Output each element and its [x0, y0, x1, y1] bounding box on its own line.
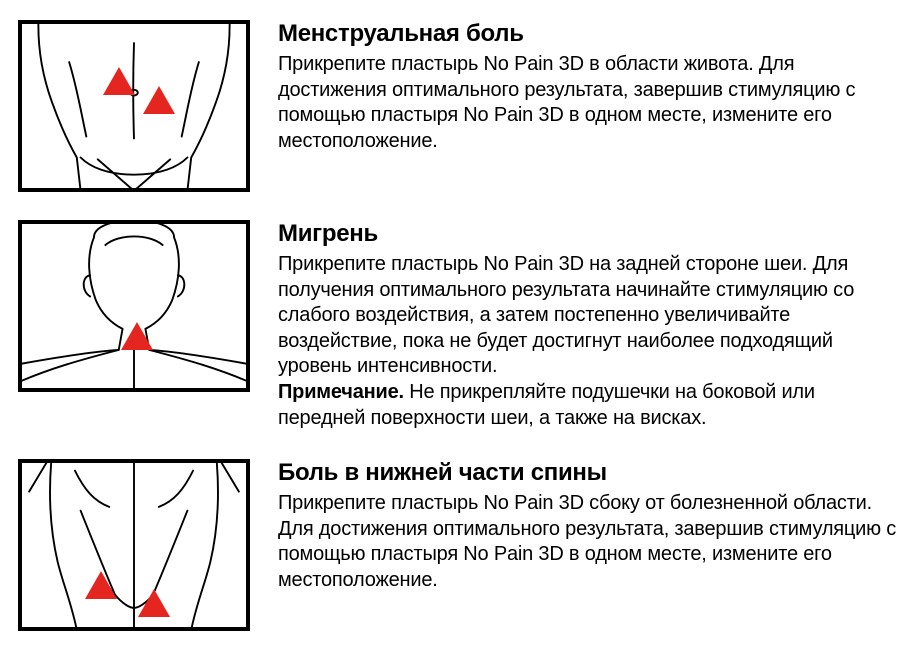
section-title: Мигрень [278, 220, 899, 248]
neck-svg [22, 224, 246, 388]
note-label: Примечание. [278, 381, 404, 403]
section-body: Прикрепите пластырь No Pain 3D в области… [278, 52, 899, 154]
marker-triangle [121, 322, 153, 350]
marker-triangle [143, 86, 175, 114]
illustration-back [18, 459, 250, 631]
marker-triangle [85, 571, 117, 599]
section-lowerback: Боль в нижней части спины Прикрепите пла… [18, 459, 899, 631]
marker-triangle [103, 67, 135, 95]
marker-triangle [138, 589, 170, 617]
text-column: Мигрень Прикрепите пластырь No Pain 3D н… [250, 220, 899, 431]
back-svg [22, 463, 246, 627]
section-body: Прикрепите пластырь No Pain 3D сбоку от … [278, 491, 899, 593]
abdomen-svg [22, 24, 246, 188]
section-title: Боль в нижней части спины [278, 459, 899, 487]
section-body: Прикрепите пластырь No Pain 3D на задней… [278, 252, 899, 431]
illustration-neck [18, 220, 250, 392]
section-migraine: Мигрень Прикрепите пластырь No Pain 3D н… [18, 220, 899, 431]
section-menstrual: Менструальная боль Прикрепите пластырь N… [18, 20, 899, 192]
illustration-abdomen [18, 20, 250, 192]
text-column: Менструальная боль Прикрепите пластырь N… [250, 20, 899, 154]
text-column: Боль в нижней части спины Прикрепите пла… [250, 459, 899, 593]
section-title: Менструальная боль [278, 20, 899, 48]
body-main: Прикрепите пластырь No Pain 3D на задней… [278, 253, 854, 377]
